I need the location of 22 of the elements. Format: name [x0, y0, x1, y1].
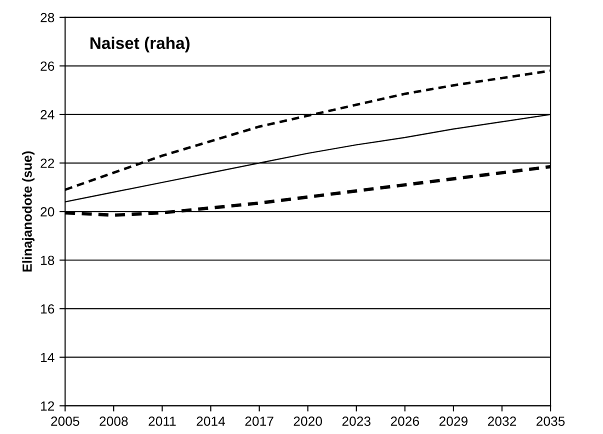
y-tick-label: 26 [40, 61, 54, 71]
y-tick-label: 28 [40, 12, 54, 22]
y-tick-label: 14 [41, 352, 54, 362]
y-tick-label: 24 [40, 110, 54, 120]
x-tick-label: 2035 [536, 416, 565, 426]
x-tick-label: 2011 [148, 416, 176, 426]
y-axis-title: Elinajanodote (sue) [22, 151, 34, 272]
x-tick-label: 2017 [245, 416, 274, 426]
x-tick-label: 2008 [100, 416, 128, 426]
x-tick-label: 2026 [390, 416, 420, 426]
y-tick-label: 20 [40, 207, 54, 216]
x-tick-label: 2029 [439, 416, 468, 426]
x-tick-label: 2023 [342, 416, 370, 426]
x-tick-label: 2032 [488, 416, 516, 426]
x-tick-label: 2020 [294, 416, 322, 426]
y-tick-label: 16 [41, 304, 54, 314]
x-tick-label: 2014 [196, 416, 226, 426]
y-tick-label: 18 [41, 256, 54, 266]
y-tick-label: 12 [41, 401, 54, 411]
y-tick-label: 22 [40, 158, 54, 168]
text: Naiset (raha) [90, 36, 190, 52]
x-tick-label: 2005 [51, 416, 80, 426]
